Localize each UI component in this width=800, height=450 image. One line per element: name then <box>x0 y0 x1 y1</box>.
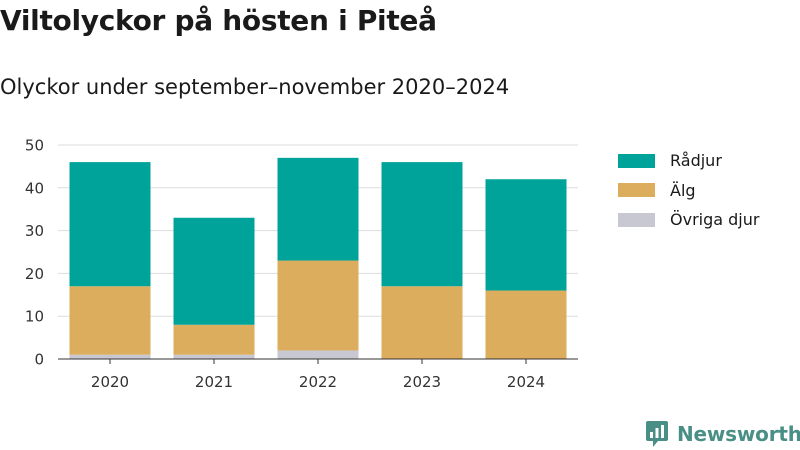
bar-segment <box>277 157 359 261</box>
chart-title: Viltolyckor på hösten i Piteå <box>0 4 437 37</box>
bar-segment <box>277 260 359 351</box>
y-axis: 0 10 20 30 40 50 <box>25 137 44 369</box>
x-axis: 2020 2021 2022 2023 2024 <box>58 358 578 391</box>
legend: Rådjur Älg Övriga djur <box>618 146 759 235</box>
legend-label-radjur: Rådjur <box>670 151 722 171</box>
legend-item-radjur: Rådjur <box>618 146 759 176</box>
y-tick-label: 0 <box>34 351 44 369</box>
bar-segment <box>381 162 463 287</box>
bar-segment <box>69 354 151 359</box>
legend-swatch-radjur <box>618 153 655 168</box>
legend-swatch-ovriga <box>618 212 655 227</box>
legend-item-alg: Älg <box>618 176 759 206</box>
bars <box>69 157 567 359</box>
x-tick-label: 2020 <box>91 373 129 391</box>
legend-swatch-alg <box>618 183 655 198</box>
bar-segment <box>381 286 463 359</box>
newsworthy-logo-icon <box>646 421 668 447</box>
brand-name: Newsworthy <box>677 422 800 446</box>
bar-segment <box>485 290 567 359</box>
bar-segment <box>69 162 151 287</box>
x-tick-label: 2024 <box>507 373 545 391</box>
x-tick-label: 2021 <box>195 373 233 391</box>
chart-subtitle: Olyckor under september–november 2020–20… <box>0 75 510 99</box>
bar-segment <box>173 324 255 355</box>
y-tick-label: 50 <box>25 137 44 155</box>
bar-segment <box>69 286 151 355</box>
bar-segment <box>173 217 255 325</box>
brand-logo: Newsworthy <box>645 420 800 448</box>
legend-item-ovriga: Övriga djur <box>618 205 759 235</box>
bar-segment <box>485 179 567 291</box>
legend-label-alg: Älg <box>670 180 696 200</box>
y-tick-label: 20 <box>25 265 44 283</box>
y-tick-label: 30 <box>25 222 44 240</box>
y-tick-label: 10 <box>25 308 44 326</box>
x-tick-label: 2023 <box>403 373 441 391</box>
legend-label-ovriga: Övriga djur <box>670 210 760 230</box>
y-tick-label: 40 <box>25 179 44 197</box>
bar-segment <box>173 354 255 359</box>
x-tick-label: 2022 <box>299 373 337 391</box>
bar-segment <box>277 350 359 359</box>
